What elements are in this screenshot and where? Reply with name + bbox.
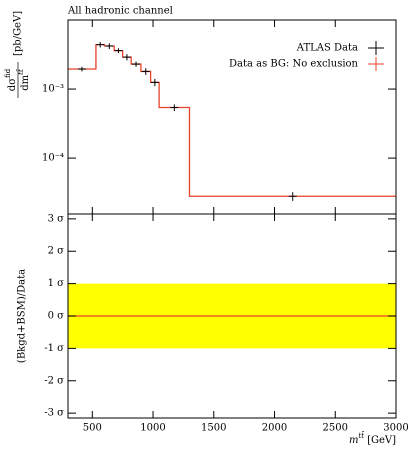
- y-label-unit: [pb/GeV]: [13, 11, 24, 56]
- x-tick-label: 3000: [383, 423, 408, 434]
- x-label-symbol: m: [349, 435, 358, 446]
- y-tick-label: 1 σ: [48, 278, 65, 289]
- mc-line: [68, 43, 396, 197]
- y-label-den: dmtt̄: [15, 69, 30, 91]
- legend-label: Data as BG: No exclusion: [229, 59, 359, 70]
- x-axis-label: mtt̄ [GeV]: [349, 430, 396, 445]
- x-tick-label: 2000: [262, 423, 287, 434]
- y-label-num: dσfid: [4, 68, 18, 91]
- den-sup: tt̄: [15, 69, 25, 75]
- y-tick-label: -3 σ: [44, 408, 64, 419]
- num-sup: fid: [4, 68, 12, 78]
- legend-label: ATLAS Data: [296, 43, 358, 54]
- y-tick-label: 10⁻³: [42, 84, 64, 95]
- x-label-sup: tt̄: [358, 430, 364, 440]
- x-tick-label: 1500: [201, 423, 226, 434]
- ratio-y-label: (Bkgd+BSM)/Data: [17, 269, 28, 363]
- num: dσ: [7, 78, 18, 91]
- y-tick-label: -2 σ: [44, 375, 64, 386]
- x-label-unit: [GeV]: [367, 435, 396, 446]
- y-tick-label: 3 σ: [48, 213, 65, 224]
- y-tick-label: 0 σ: [48, 311, 65, 322]
- chart-title: All hadronic channel: [67, 6, 173, 17]
- x-tick-label: 2500: [323, 423, 348, 434]
- y-tick-label: -1 σ: [44, 343, 64, 354]
- y-tick-label: 2 σ: [48, 246, 65, 257]
- y-tick-label: 10⁻⁴: [42, 153, 64, 164]
- x-tick-label: 1000: [140, 423, 165, 434]
- den: dm: [20, 74, 31, 90]
- x-tick-label: 500: [83, 423, 102, 434]
